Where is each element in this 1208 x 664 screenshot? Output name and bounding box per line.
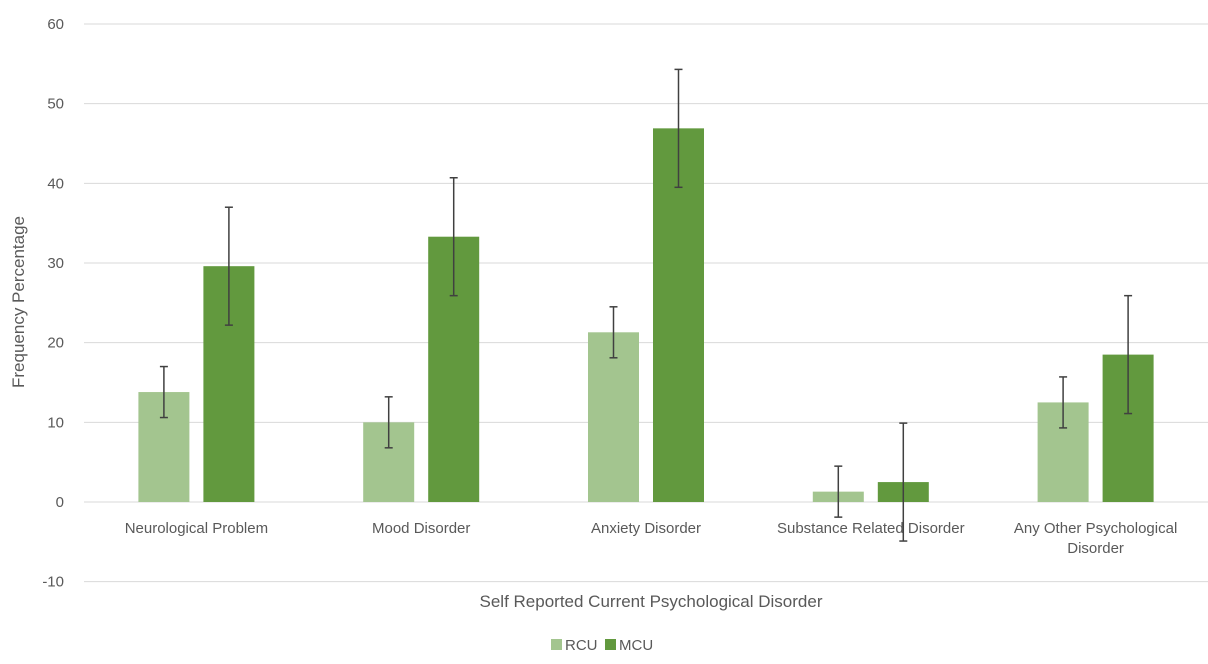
bars [138, 128, 1154, 502]
y-tick-label: 40 [47, 175, 64, 192]
error-bars [159, 68, 1133, 542]
legend-swatch-rcu [551, 639, 562, 650]
legend-label-rcu: RCU [565, 637, 598, 654]
x-category-label: Mood Disorder [372, 520, 470, 537]
y-tick-label: 10 [47, 414, 64, 431]
y-axis-ticks: -10 0 10 20 30 40 50 60 [42, 16, 64, 591]
y-axis-title: Frequency Percentage [9, 216, 28, 388]
y-tick-label: 60 [47, 16, 64, 33]
x-category-label: Anxiety Disorder [591, 520, 701, 537]
legend-label-mcu: MCU [619, 637, 653, 654]
y-tick-label: 20 [47, 335, 64, 352]
x-axis-categories: Neurological Problem Mood Disorder Anxiety… [125, 520, 1178, 557]
x-axis-title: Self Reported Current Psychological Diso… [480, 592, 823, 611]
y-tick-label: -10 [42, 574, 64, 591]
gridlines [84, 23, 1208, 583]
x-category-label: Any Other Psychological Disorder [1014, 520, 1177, 557]
legend: RCU MCU [551, 637, 653, 654]
y-tick-label: 50 [47, 96, 64, 113]
x-category-label: Substance Related Disorder [777, 520, 965, 537]
bar-mcu [653, 128, 704, 502]
bar-rcu [588, 332, 639, 502]
y-tick-label: 30 [47, 255, 64, 272]
x-category-label: Neurological Problem [125, 520, 268, 537]
y-tick-label: 0 [56, 494, 64, 511]
legend-swatch-mcu [605, 639, 616, 650]
